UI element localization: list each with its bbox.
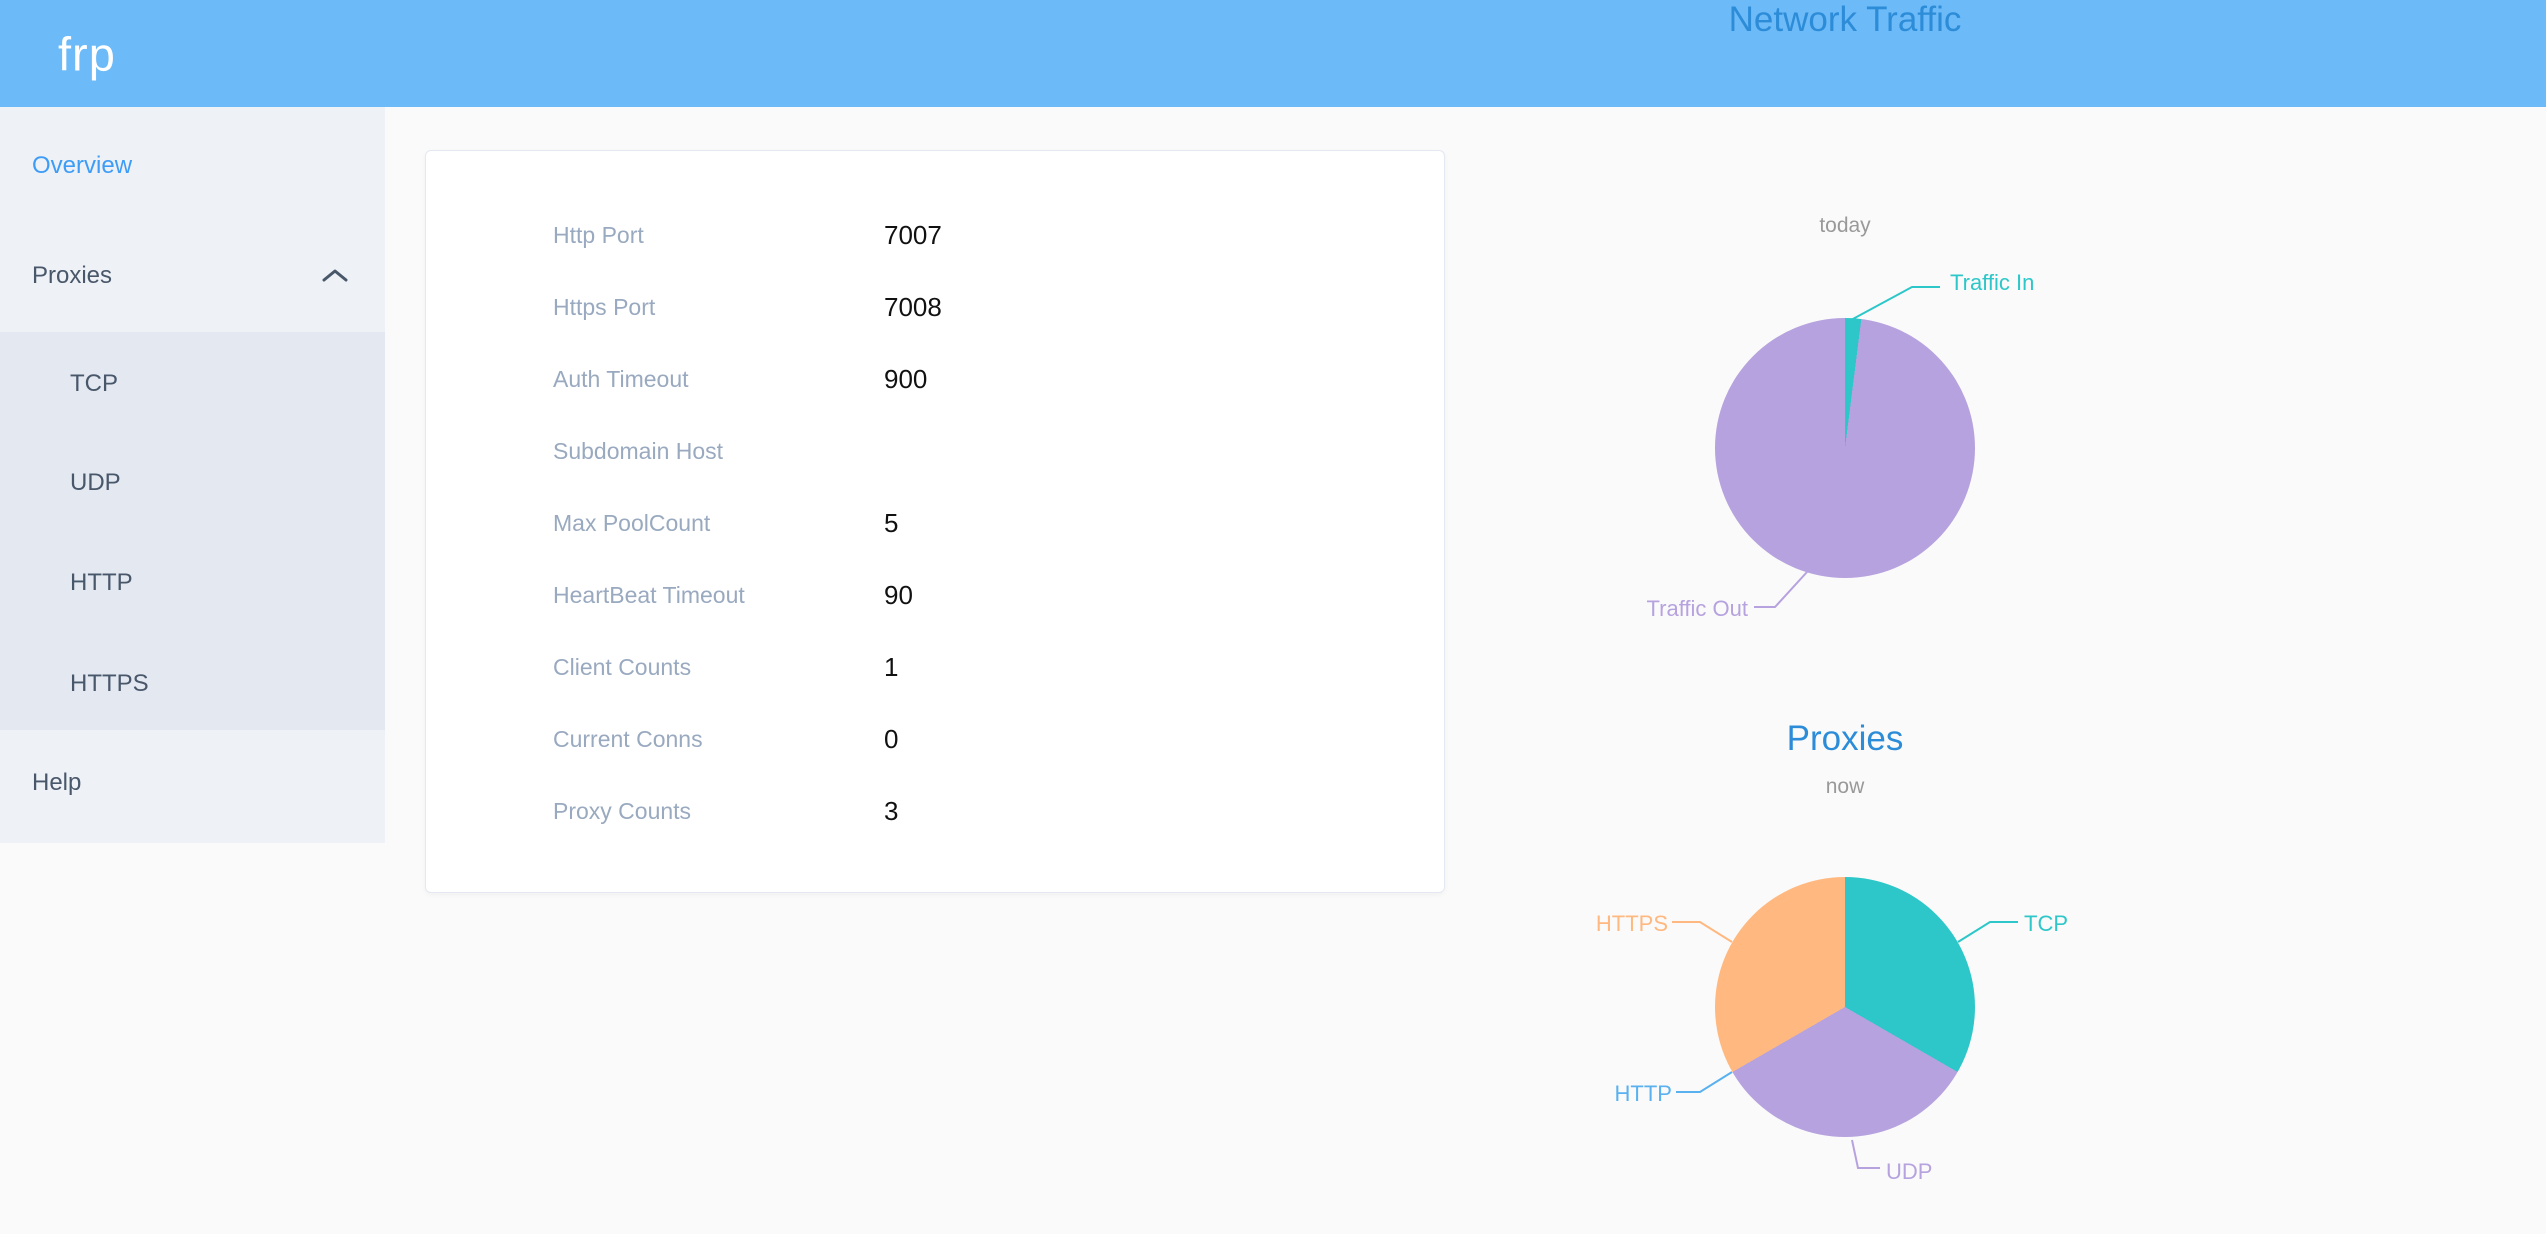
sidebar-item-proxies-label: Proxies bbox=[32, 262, 113, 289]
network-traffic-chart: Network Traffic today Traffic In Traffic… bbox=[1540, 0, 2150, 680]
info-label: HeartBeat Timeout bbox=[553, 581, 745, 608]
sidebar-item-udp[interactable]: UDP bbox=[0, 453, 385, 513]
udp-callout-line bbox=[1851, 1139, 1880, 1169]
traffic-out-label: Traffic Out bbox=[1646, 596, 1748, 621]
info-row-current-conns: Current Conns 0 bbox=[553, 703, 1444, 775]
sidebar-item-proxies[interactable]: Proxies bbox=[0, 246, 385, 306]
info-value: 0 bbox=[884, 723, 899, 754]
sidebar-item-tcp-label: TCP bbox=[70, 370, 118, 397]
info-label: Subdomain Host bbox=[553, 437, 724, 464]
sidebar-item-udp-label: UDP bbox=[70, 469, 121, 496]
sidebar-item-overview-label: Overview bbox=[32, 152, 133, 179]
udp-label: UDP bbox=[1886, 1159, 1933, 1184]
info-label: Client Counts bbox=[553, 653, 692, 680]
info-value: 1 bbox=[884, 651, 899, 682]
http-label: HTTP bbox=[1614, 1081, 1672, 1106]
tcp-label: TCP bbox=[2024, 911, 2068, 936]
proxies-title: Proxies bbox=[1786, 719, 1904, 758]
info-row-https-port: Https Port 7008 bbox=[553, 271, 1444, 343]
info-label: Proxy Counts bbox=[553, 797, 692, 824]
sidebar: Overview Proxies TCP UDP HTTP HTTPS Help bbox=[0, 107, 385, 843]
tcp-callout-line bbox=[1957, 921, 2018, 943]
info-row-proxy-counts: Proxy Counts 3 bbox=[553, 775, 1444, 847]
info-value: 5 bbox=[884, 507, 899, 538]
sidebar-item-help-label: Help bbox=[32, 769, 82, 796]
network-traffic-pie[interactable] bbox=[1715, 318, 1975, 578]
network-traffic-title: Network Traffic bbox=[1728, 0, 1962, 39]
info-value: 7007 bbox=[884, 219, 942, 250]
traffic-in-label: Traffic In bbox=[1950, 270, 2035, 295]
sidebar-item-http-label: HTTP bbox=[70, 569, 133, 596]
info-value: 90 bbox=[884, 579, 913, 610]
info-row-subdomain-host: Subdomain Host bbox=[553, 415, 1444, 487]
proxies-subtitle: now bbox=[1825, 775, 1865, 798]
network-traffic-subtitle: today bbox=[1819, 214, 1871, 237]
app-logo: frp bbox=[58, 27, 116, 80]
info-label: Auth Timeout bbox=[553, 365, 689, 392]
info-value: 900 bbox=[884, 363, 928, 394]
sidebar-item-http[interactable]: HTTP bbox=[0, 553, 385, 613]
info-label: Current Conns bbox=[553, 725, 703, 752]
sidebar-item-https[interactable]: HTTPS bbox=[0, 654, 385, 714]
proxies-chart: Proxies now TCP HTTPS HTTP UDP bbox=[1540, 690, 2150, 1234]
sidebar-item-help[interactable]: Help bbox=[0, 753, 385, 813]
traffic-in-callout-line bbox=[1850, 286, 1940, 321]
chevron-up-icon bbox=[321, 268, 349, 284]
info-label: Https Port bbox=[553, 293, 656, 320]
https-callout-line bbox=[1672, 921, 1733, 943]
sidebar-item-https-label: HTTPS bbox=[70, 670, 149, 697]
info-label: Http Port bbox=[553, 221, 644, 248]
sidebar-item-tcp[interactable]: TCP bbox=[0, 354, 385, 414]
info-row-max-poolcount: Max PoolCount 5 bbox=[553, 487, 1444, 559]
info-row-heartbeat-timeout: HeartBeat Timeout 90 bbox=[553, 559, 1444, 631]
info-row-client-counts: Client Counts 1 bbox=[553, 631, 1444, 703]
https-label: HTTPS bbox=[1595, 911, 1668, 936]
http-callout-line bbox=[1676, 1071, 1733, 1093]
sidebar-item-overview[interactable]: Overview bbox=[0, 136, 385, 196]
info-row-auth-timeout: Auth Timeout 900 bbox=[553, 343, 1444, 415]
info-row-http-port: Http Port 7007 bbox=[553, 199, 1444, 271]
server-info-card: Http Port 7007 Https Port 7008 Auth Time… bbox=[425, 150, 1445, 893]
info-label: Max PoolCount bbox=[553, 509, 711, 536]
info-value: 7008 bbox=[884, 291, 942, 322]
traffic-out-callout-line bbox=[1754, 571, 1808, 608]
info-value: 3 bbox=[884, 795, 899, 826]
top-header-bar: frp bbox=[0, 0, 2546, 107]
server-info-rows: Http Port 7007 Https Port 7008 Auth Time… bbox=[426, 151, 1444, 847]
proxies-pie[interactable] bbox=[1715, 877, 1975, 1137]
sidebar-proxies-submenu: TCP UDP HTTP HTTPS bbox=[0, 332, 385, 730]
